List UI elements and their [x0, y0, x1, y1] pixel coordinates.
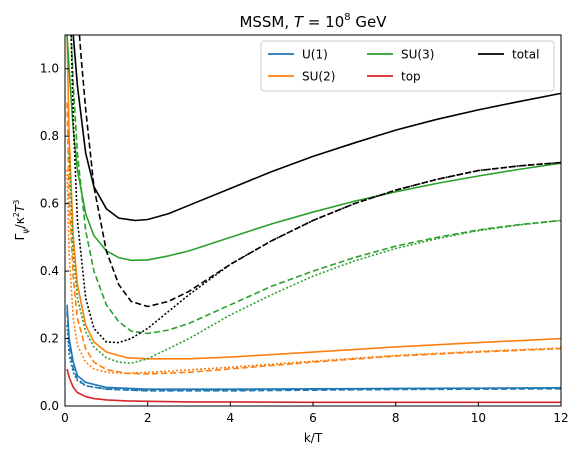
- series-line-u1-dotted: [66, 324, 561, 392]
- legend-label: U(1): [302, 48, 328, 62]
- series-line-total-dashed: [78, 35, 561, 308]
- legend-items: U(1) SU(2) SU(3) top total: [268, 48, 539, 84]
- y-tick-label: 0.0: [40, 399, 59, 413]
- x-tick-label: 6: [309, 411, 317, 425]
- chart-title: MSSM, T = 108 GeV: [239, 12, 387, 31]
- series-line-total-solid: [72, 35, 561, 222]
- legend-label: SU(3): [401, 48, 434, 62]
- y-tick-label: 0.6: [40, 197, 59, 211]
- series-line-total-dotted: [70, 35, 561, 344]
- y-tick-label: 0.8: [40, 129, 59, 143]
- x-tick-label: 4: [227, 411, 235, 425]
- x-axis-ticks: 0 2 4 6 8 10 12: [61, 402, 569, 425]
- x-tick-label: 12: [553, 411, 568, 425]
- series-layer: [66, 35, 561, 404]
- x-tick-label: 8: [392, 411, 400, 425]
- legend: U(1) SU(2) SU(3) top total: [260, 40, 555, 92]
- legend-label: total: [512, 48, 539, 62]
- legend-label: SU(2): [302, 70, 335, 84]
- x-tick-label: 0: [61, 411, 69, 425]
- y-axis-label: Γψ/κ2T3: [12, 200, 30, 241]
- y-axis-ticks: 0.0 0.2 0.4 0.6 0.8 1.0: [40, 62, 69, 413]
- y-tick-label: 0.2: [40, 332, 59, 346]
- series-line-su3-dotted: [68, 153, 561, 364]
- x-axis-label: k/T: [304, 431, 323, 445]
- series-line-su2-solid: [66, 35, 561, 360]
- series-line-top-solid: [66, 368, 561, 404]
- series-line-su3-dashed: [70, 35, 561, 335]
- plot-frame: [64, 34, 562, 407]
- legend-label: top: [401, 70, 421, 84]
- x-tick-label: 2: [144, 411, 152, 425]
- y-tick-label: 1.0: [40, 62, 59, 76]
- x-tick-label: 10: [471, 411, 486, 425]
- series-line-u1-solid: [66, 304, 561, 390]
- y-tick-label: 0.4: [40, 264, 59, 278]
- series-line-su2-dotted: [66, 169, 561, 375]
